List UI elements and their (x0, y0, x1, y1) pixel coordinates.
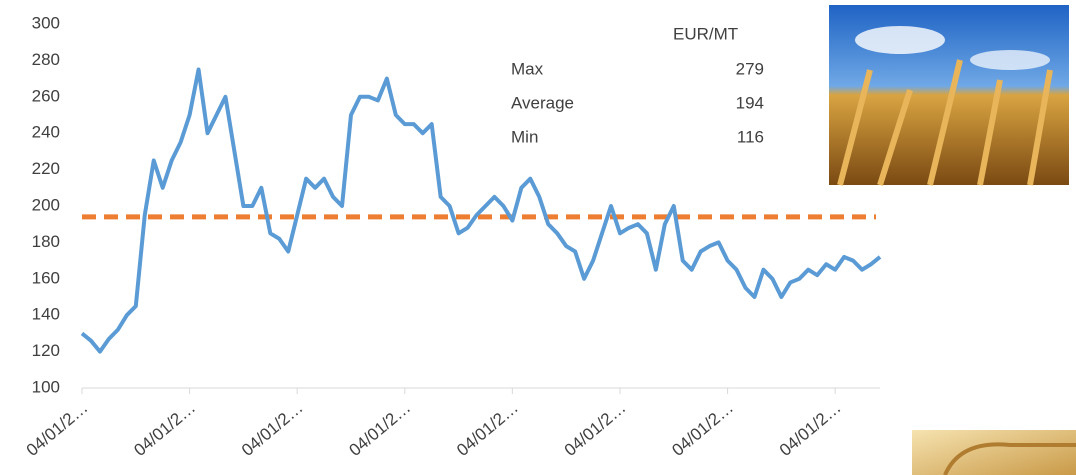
y-tick-label: 220 (32, 159, 60, 178)
x-tick-label: 04/01/2… (453, 398, 522, 460)
x-tick-label: 04/01/2… (23, 398, 92, 460)
stat-value: 116 (737, 127, 764, 146)
x-tick-label: 04/01/2… (346, 398, 415, 460)
wheat-photo (829, 5, 1069, 186)
butter-photo (912, 430, 1076, 475)
x-tick-label: 04/01/2… (668, 398, 737, 460)
y-tick-label: 200 (32, 195, 60, 214)
stat-value: 194 (736, 93, 764, 112)
y-tick-label: 140 (32, 305, 60, 324)
y-tick-label: 180 (32, 232, 60, 251)
stats-header: EUR/MT (673, 24, 738, 43)
y-tick-label: 160 (32, 268, 60, 287)
y-tick-label: 100 (32, 377, 60, 396)
price-line (80, 67, 882, 354)
x-tick-label: 04/01/2… (238, 398, 307, 460)
y-tick-label: 240 (32, 123, 60, 142)
y-tick-label: 120 (32, 341, 60, 360)
y-tick-label: 280 (32, 50, 60, 69)
x-tick-label: 04/01/2… (776, 398, 845, 460)
stat-label: Average (511, 93, 574, 112)
stat-label: Min (511, 127, 538, 146)
y-tick-label: 300 (32, 13, 60, 32)
stat-label: Max (511, 59, 544, 78)
y-tick-label: 260 (32, 86, 60, 105)
x-tick-label: 04/01/2… (130, 398, 199, 460)
x-tick-label: 04/01/2… (561, 398, 630, 460)
stat-value: 279 (736, 59, 764, 78)
